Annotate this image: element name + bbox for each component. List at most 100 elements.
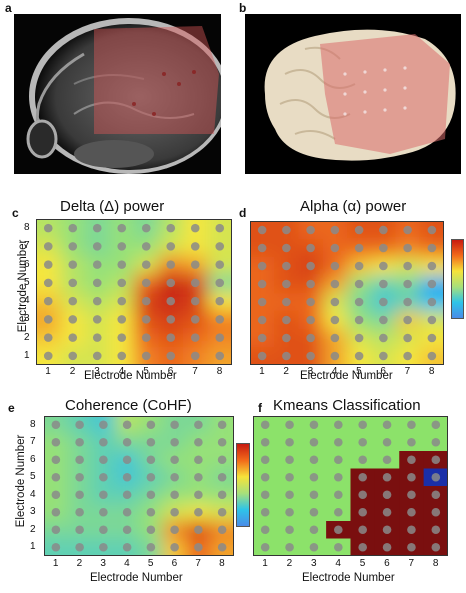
electrode-dot	[166, 351, 176, 361]
electrode-dot	[122, 525, 132, 535]
electrode-dot	[194, 525, 203, 535]
tick-label: 8	[428, 366, 435, 377]
electrode-dot	[354, 279, 364, 289]
electrode-dot	[75, 455, 84, 465]
tick-label: 1	[45, 366, 51, 377]
electrode-dot	[51, 472, 61, 482]
electrode-dot	[146, 420, 156, 430]
electrode-dot	[194, 420, 203, 430]
electrode-dot	[215, 223, 225, 233]
electrode-dot	[330, 225, 340, 235]
tick-label: 3	[100, 558, 106, 569]
tick-label: 5	[143, 366, 149, 377]
panel-f-letter: f	[258, 401, 262, 415]
electrode-dot	[92, 296, 102, 306]
electrode-dot	[309, 455, 319, 465]
panel-c-xlabel: Electrode Number	[84, 370, 177, 382]
electrode-dot	[257, 351, 267, 361]
electrode-dot	[117, 223, 127, 233]
electrode-dot	[141, 260, 151, 269]
electrode-dot	[141, 351, 151, 361]
electrode-dot	[43, 333, 53, 342]
electrode-dot	[427, 225, 437, 235]
electrode-dot	[382, 507, 392, 517]
tick-label: 8	[432, 558, 439, 569]
electrode-dot	[215, 315, 225, 324]
electrode-dot	[217, 525, 227, 535]
electrode-dot	[282, 315, 291, 325]
electrode-dot	[285, 525, 294, 535]
electrode-dot	[354, 315, 364, 325]
electrode-dot	[51, 525, 61, 535]
electrode-dot	[51, 437, 61, 447]
plot-border	[36, 219, 232, 365]
plot-border	[250, 221, 444, 365]
electrode-dot	[334, 420, 343, 430]
tick-label: 3	[310, 558, 317, 569]
electrode-dot	[141, 315, 151, 324]
electrode-dot	[309, 437, 319, 447]
electrode-dot	[170, 437, 179, 447]
electrode-dot	[170, 420, 179, 430]
electrode-dot	[257, 297, 267, 307]
panel-f-xlabel: Electrode Number	[302, 572, 395, 584]
tick-label: 4	[124, 558, 130, 569]
electrode-dot	[282, 297, 291, 307]
electrode-dot	[190, 315, 200, 324]
electrode-dot	[190, 242, 200, 251]
electrode-dot	[354, 297, 364, 307]
electrode-dot	[407, 525, 416, 535]
panel-c-letter: c	[12, 206, 19, 220]
electrode-dot	[358, 525, 367, 535]
electrode-dot	[354, 261, 364, 271]
alpha-power-heatmap	[250, 221, 444, 365]
electrode-dot	[99, 525, 108, 535]
electrode-dot	[75, 472, 84, 482]
electrode-dot	[334, 507, 343, 517]
electrode-dot	[260, 437, 270, 447]
tick-label: 8	[219, 558, 225, 569]
panel-d-letter: d	[239, 206, 247, 220]
electrode-dot	[99, 507, 108, 517]
electrode-dot	[68, 351, 78, 361]
electrode-dot	[217, 507, 227, 517]
electrode-dot	[117, 351, 127, 361]
electrode-dot	[166, 315, 176, 324]
electrode-dot	[215, 260, 225, 269]
electrode-dot	[330, 279, 340, 289]
tick-label: 7	[195, 558, 201, 569]
electrode-dot	[215, 351, 225, 361]
electrode-dot	[358, 455, 367, 465]
electrode-dot	[306, 315, 315, 325]
electrode-dot	[382, 437, 392, 447]
electrode-dot	[379, 261, 388, 271]
electrode-dot	[431, 542, 441, 552]
tick-label: 6	[380, 366, 386, 377]
electrode-dot	[403, 243, 412, 253]
electrode-dot	[403, 315, 412, 325]
electrode-dot	[51, 455, 61, 465]
electrode-dot	[260, 507, 270, 517]
electrode-dot	[217, 420, 227, 430]
electrode-dot	[75, 507, 84, 517]
electrode-dot	[285, 472, 294, 482]
tick-label: 3	[307, 366, 314, 377]
electrode-dot	[431, 472, 441, 482]
electrode-dot	[282, 351, 291, 361]
electrode-dot	[217, 455, 227, 465]
electrode-dot	[306, 261, 315, 271]
panel-a-letter: a	[5, 1, 12, 15]
electrode-dot	[427, 297, 437, 307]
electrode-dot	[334, 437, 343, 447]
electrode-dot	[43, 351, 53, 361]
electrode-dot	[170, 455, 179, 465]
electrode-dot	[75, 525, 84, 535]
mri-sagittal-image	[14, 14, 221, 174]
electrode-dot	[282, 261, 291, 271]
electrode-dot	[358, 472, 367, 482]
electrode-dot	[190, 296, 200, 306]
electrode-dot	[403, 261, 412, 271]
panel-c-title: Delta (Δ) power	[60, 198, 165, 215]
electrode-dot	[194, 472, 203, 482]
electrode-dot	[99, 437, 108, 447]
